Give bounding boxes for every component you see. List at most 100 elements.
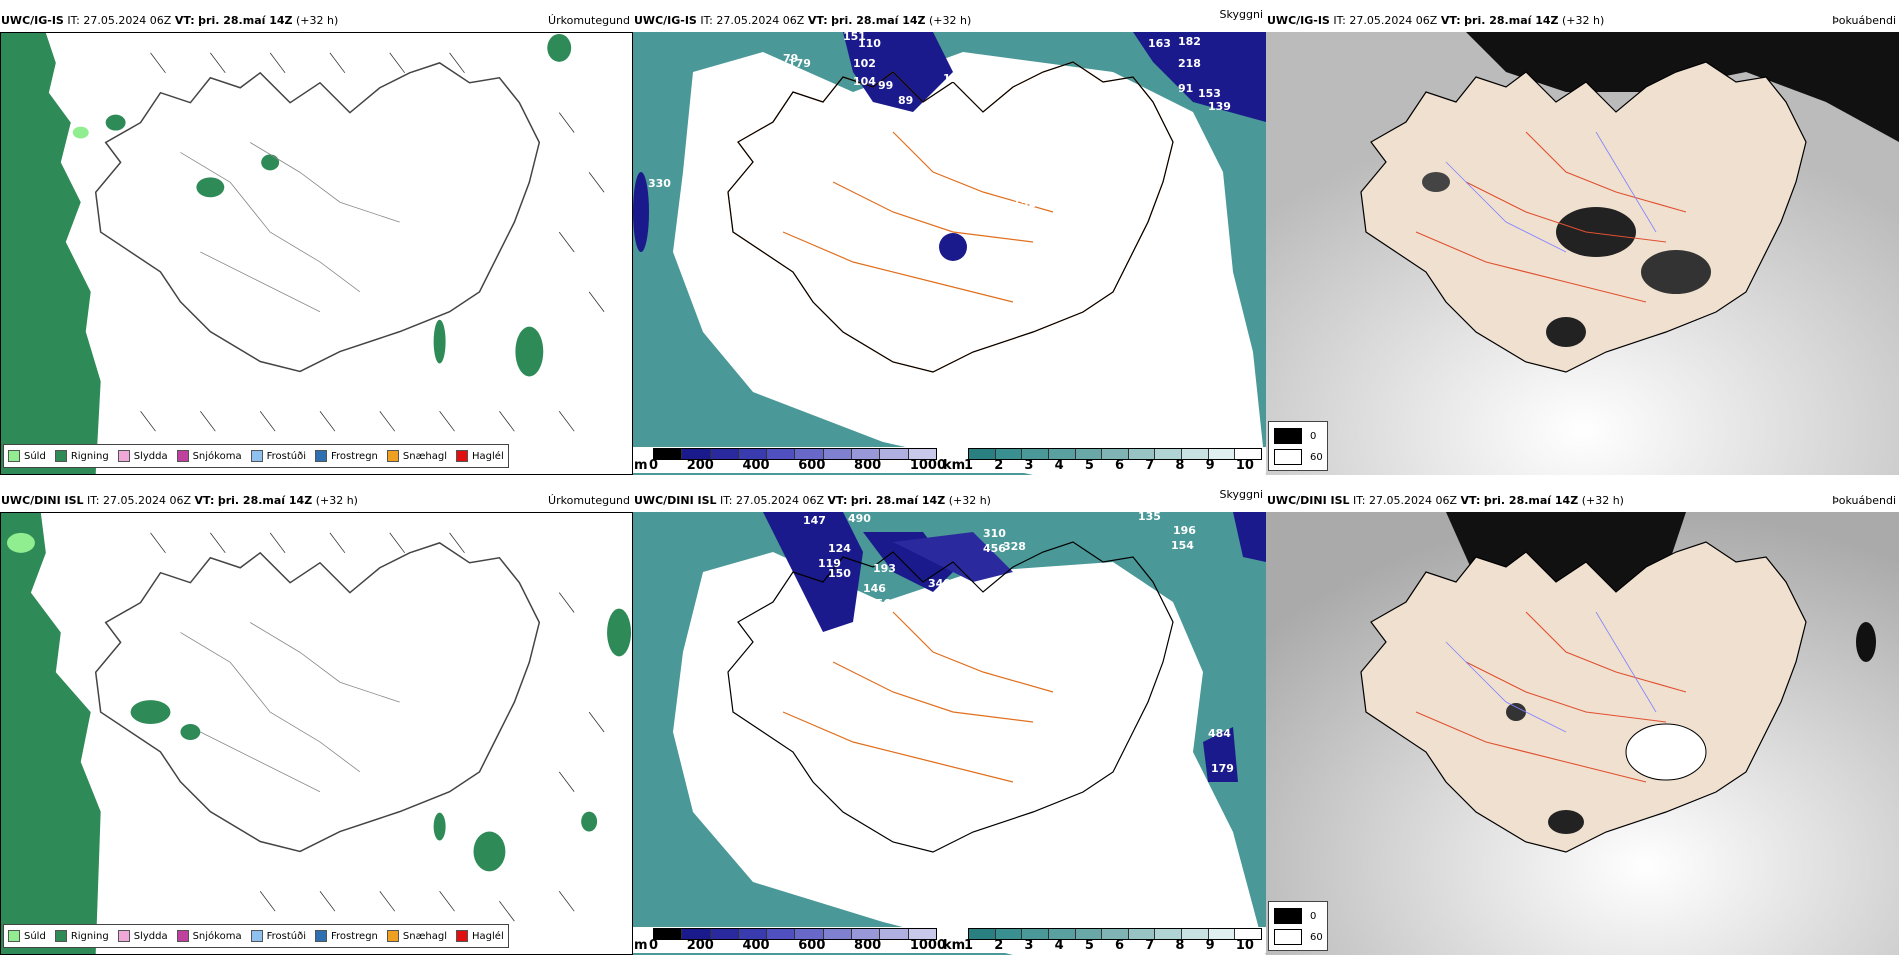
colorbar-segment bbox=[880, 929, 909, 939]
cloud-base-colorbar bbox=[653, 928, 937, 940]
lead-time: (+32 h) bbox=[1562, 14, 1605, 27]
colorbar-segment bbox=[1075, 449, 1103, 459]
colorbar-segment bbox=[710, 929, 739, 939]
cloud-base-colorbar bbox=[653, 448, 937, 460]
cloud-base-label: 139 bbox=[1208, 100, 1231, 113]
legend-swatch bbox=[54, 930, 67, 942]
cloud-panel-row2: UWC/DINI ISL IT: 27.05.2024 06Z VT: þri.… bbox=[633, 490, 1266, 955]
colorbar-segment bbox=[1102, 449, 1129, 459]
legend-swatch bbox=[8, 450, 20, 462]
colorbar-segment bbox=[969, 929, 996, 939]
cloud-base-label: 179 bbox=[788, 57, 811, 70]
dew-legend-label: 60 bbox=[1310, 451, 1323, 463]
cloud-base-label: 89 bbox=[898, 94, 913, 107]
colorbar-segment bbox=[710, 449, 739, 459]
colorbar-segment bbox=[880, 449, 909, 459]
legend-item: Haglél bbox=[456, 450, 504, 462]
panel-header: UWC/IG-IS IT: 27.05.2024 06Z VT: þri. 28… bbox=[633, 10, 1266, 32]
legend-swatch bbox=[315, 930, 327, 942]
colorbar-tick: 1 bbox=[964, 458, 974, 473]
colorbar-tick: 8 bbox=[1175, 458, 1185, 473]
legend-item: Rigning bbox=[54, 450, 109, 462]
legend-swatch bbox=[117, 450, 130, 462]
dew-legend-swatch bbox=[1274, 428, 1302, 444]
legend-label: Snjókoma bbox=[192, 450, 242, 462]
precip-legend: Súld Rigning Slydda Snjókoma Frostúði Frostre… bbox=[3, 924, 509, 948]
legend-label: Frostúði bbox=[266, 930, 306, 942]
legend-swatch bbox=[250, 930, 263, 942]
colorbar-segment bbox=[908, 929, 936, 939]
colorbar-tick: 600 bbox=[798, 458, 826, 473]
model-name: UWC/DINI ISL bbox=[1, 494, 84, 507]
cloud-base-label: 151 bbox=[843, 32, 866, 43]
model-name: UWC/IG-IS bbox=[1, 14, 64, 27]
dew-legend-swatch bbox=[1274, 929, 1302, 945]
cloud-base-label: 79 bbox=[783, 52, 798, 65]
colorbar-segment bbox=[682, 929, 711, 939]
dew-legend-label: 0 bbox=[1310, 430, 1317, 442]
cloud-base-label: 128 bbox=[943, 72, 966, 85]
dew-legend: 0 60 bbox=[1268, 421, 1328, 471]
cloud-base-label: 135 bbox=[1138, 512, 1161, 523]
colorbar-segment bbox=[1155, 449, 1183, 459]
colorbar-segment bbox=[1128, 929, 1156, 939]
it-value: 27.05.2024 06Z bbox=[736, 494, 825, 507]
model-name: UWC/DINI ISL bbox=[634, 494, 717, 507]
legend-item: Frostregn bbox=[315, 450, 378, 462]
legend-item: Súld bbox=[8, 930, 46, 942]
legend-swatch bbox=[456, 930, 469, 942]
legend-item: Snæhagl bbox=[386, 450, 447, 462]
cloud-base-label: 163 bbox=[1148, 37, 1171, 50]
legend-item: Súld bbox=[8, 450, 46, 462]
legend-label: Slydda bbox=[133, 450, 168, 462]
colorbar-segment bbox=[908, 449, 936, 459]
colorbar-segment bbox=[795, 449, 824, 459]
colorbar-tick: 2 bbox=[994, 938, 1004, 953]
vt-value: þri. 28.maí 14Z bbox=[217, 494, 313, 507]
cloud-base-label: 110 bbox=[858, 37, 881, 50]
colorbar-tick: 400 bbox=[742, 458, 770, 473]
dew-map-svg bbox=[1266, 32, 1899, 475]
legend-item: Snæhagl bbox=[386, 930, 447, 942]
panel-header: UWC/IG-IS IT: 27.05.2024 06Z VT: þri. 28… bbox=[1266, 10, 1899, 32]
legend-item: Snjókoma bbox=[176, 930, 242, 942]
cloud-base-label: 147 bbox=[803, 514, 826, 527]
colorbar-tick: 800 bbox=[854, 458, 882, 473]
vt-value: þri. 28.maí 14Z bbox=[1483, 494, 1579, 507]
legend-label: Snjókoma bbox=[192, 930, 242, 942]
cloud-base-label: 150 bbox=[828, 567, 851, 580]
dew-legend-swatch bbox=[1274, 908, 1302, 924]
legend-swatch bbox=[386, 450, 399, 462]
cloud-base-label: 456 bbox=[983, 542, 1006, 555]
colorbar-segment bbox=[1182, 929, 1209, 939]
colorbar-tick: 600 bbox=[798, 938, 826, 953]
colorbar-segment bbox=[1048, 929, 1076, 939]
cloud-base-label: 196 bbox=[1173, 524, 1196, 537]
cloud-base-unit: m bbox=[634, 938, 648, 953]
cloud-map: 151 110 102 104 99 89 128 79 163 182 218 153 139 91 33… bbox=[633, 32, 1266, 475]
panel-header: UWC/DINI ISL IT: 27.05.2024 06Z VT: þri.… bbox=[0, 490, 633, 512]
cloud-base-label: 88 bbox=[693, 147, 708, 160]
panel-header: UWC/DINI ISL IT: 27.05.2024 06Z VT: þri.… bbox=[1266, 490, 1899, 512]
precip-map: Súld Rigning Slydda Snjókoma Frostúði Frostre… bbox=[0, 32, 633, 475]
cloud-base-ticks: 0 200 400 600 800 1000 bbox=[649, 458, 946, 473]
colorbar-segment bbox=[969, 449, 996, 459]
cloud-base-label: 490 bbox=[848, 512, 871, 525]
legend-label: Frostregn bbox=[331, 450, 378, 462]
cloud-base-label: 340 bbox=[928, 577, 951, 590]
legend-item: Frostregn bbox=[315, 930, 378, 942]
legend-item: Frostúði bbox=[250, 930, 306, 942]
cloud-base-label: 193 bbox=[873, 562, 896, 575]
colorbar-tick: 200 bbox=[686, 458, 714, 473]
cloud-base-label: 154 bbox=[1171, 539, 1194, 552]
panel-title: Úrkomutegund bbox=[548, 14, 630, 27]
precip-panel-row1: UWC/IG-IS IT: 27.05.2024 06Z VT: þri. 28… bbox=[0, 10, 633, 475]
vt-label: VT: bbox=[827, 494, 848, 507]
colorbar-tick: 0 bbox=[649, 458, 659, 473]
legend-item: Snjókoma bbox=[176, 450, 242, 462]
colorbar-tick: 1 bbox=[964, 938, 974, 953]
colorbar-segment bbox=[823, 929, 853, 939]
cloud-base-label: 95 bbox=[708, 157, 723, 170]
